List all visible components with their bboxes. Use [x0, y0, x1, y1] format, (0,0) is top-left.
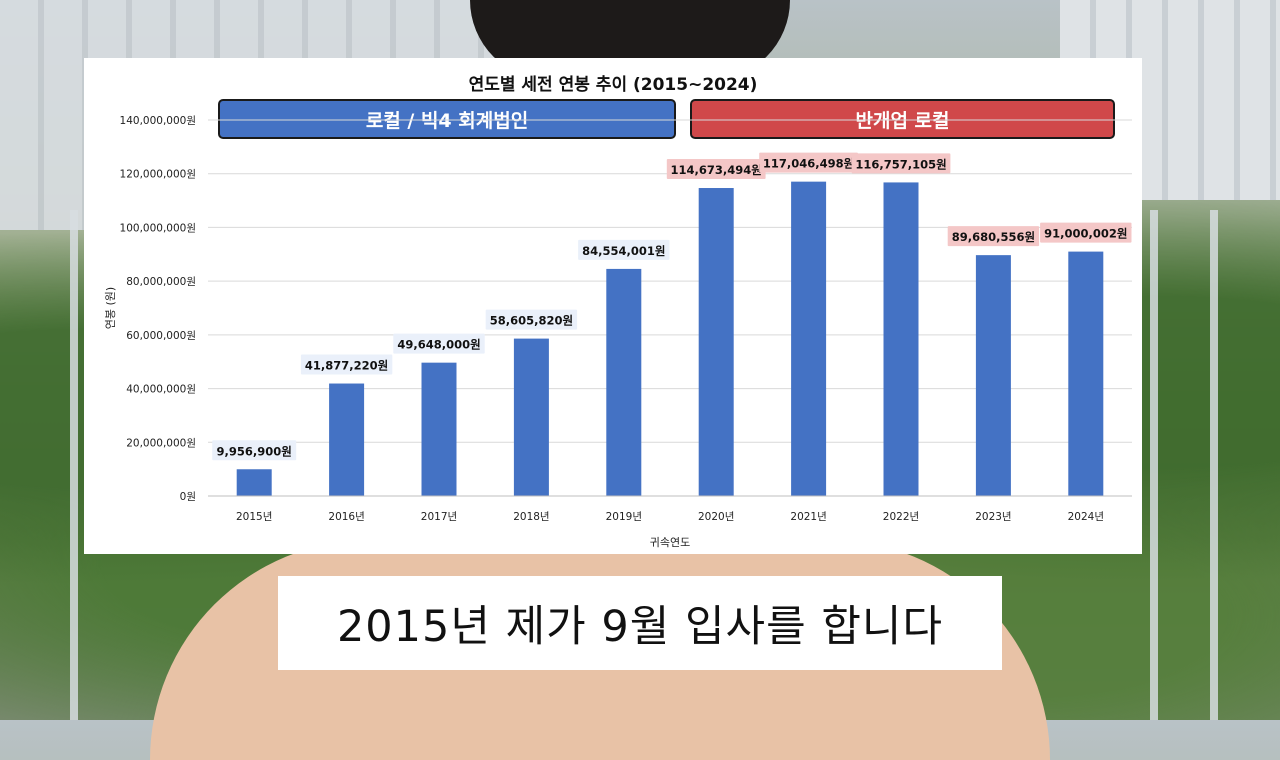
data-label: 49,648,000원	[397, 338, 480, 352]
data-label-background	[666, 159, 766, 180]
x-tick-label: 2024년	[1068, 511, 1104, 523]
bar	[1068, 251, 1104, 496]
salary-chart: 연도별 세전 연봉 추이 (2015~2024) 로컬 / 빅4 회계법인 반개…	[84, 58, 1142, 554]
bar	[421, 362, 457, 496]
data-label-background	[578, 239, 670, 260]
data-label-background	[759, 152, 858, 173]
bar	[975, 255, 1011, 496]
bar	[791, 181, 827, 496]
balcony-rail	[1210, 210, 1218, 720]
x-tick-label: 2021년	[790, 511, 826, 523]
y-axis-title: 연봉 (원)	[104, 287, 117, 329]
x-tick-label: 2020년	[698, 511, 734, 523]
chart-plot-area: 0원 20,000,000원 40,000,000원 60,000,000원 80,00…	[104, 115, 1132, 549]
data-label: 116,757,105원	[855, 157, 946, 171]
data-label: 114,673,494원	[671, 163, 762, 177]
data-label-background	[393, 333, 485, 354]
data-label: 84,554,001원	[582, 244, 665, 258]
x-tick-label: 2019년	[606, 511, 642, 523]
y-tick-label: 140,000,000원	[120, 115, 196, 127]
bar	[513, 338, 549, 496]
video-subtitle: 2015년 제가 9월 입사를 합니다	[278, 576, 1002, 670]
x-tick-label: 2015년	[236, 511, 272, 523]
bar	[236, 469, 272, 496]
balcony-rail	[70, 210, 78, 720]
x-tick-label: 2023년	[975, 511, 1011, 523]
data-label: 41,877,220원	[305, 359, 388, 373]
bar	[698, 188, 734, 496]
y-tick-label: 20,000,000원	[126, 437, 196, 449]
x-tick-label: 2018년	[513, 511, 549, 523]
y-tick-label: 80,000,000원	[126, 276, 196, 288]
x-tick-label: 2016년	[328, 511, 364, 523]
data-label-background	[212, 440, 297, 461]
y-tick-label: 60,000,000원	[126, 330, 196, 342]
chart-title: 연도별 세전 연봉 추이 (2015~2024)	[468, 75, 758, 95]
data-label-background	[1040, 222, 1132, 243]
balcony-rail	[1150, 210, 1158, 720]
x-tick-label: 2017년	[421, 511, 457, 523]
data-label: 89,680,556원	[952, 230, 1035, 244]
y-tick-label: 0원	[180, 491, 196, 503]
bar	[329, 383, 365, 496]
y-tick-label: 120,000,000원	[120, 169, 196, 181]
y-tick-label: 40,000,000원	[126, 384, 196, 396]
data-label: 117,046,498원	[763, 157, 854, 171]
data-label: 91,000,002원	[1044, 227, 1127, 241]
bar	[883, 182, 919, 496]
data-label-background	[485, 309, 578, 330]
x-tick-label: 2022년	[883, 511, 919, 523]
data-label: 9,956,900원	[217, 444, 292, 458]
x-axis-title: 귀속연도	[650, 536, 690, 549]
bar	[606, 268, 642, 496]
data-label-background	[947, 226, 1040, 247]
data-label-background	[300, 354, 393, 375]
y-tick-label: 100,000,000원	[120, 222, 196, 234]
data-label: 58,605,820원	[490, 314, 573, 328]
data-label-background	[851, 153, 951, 174]
